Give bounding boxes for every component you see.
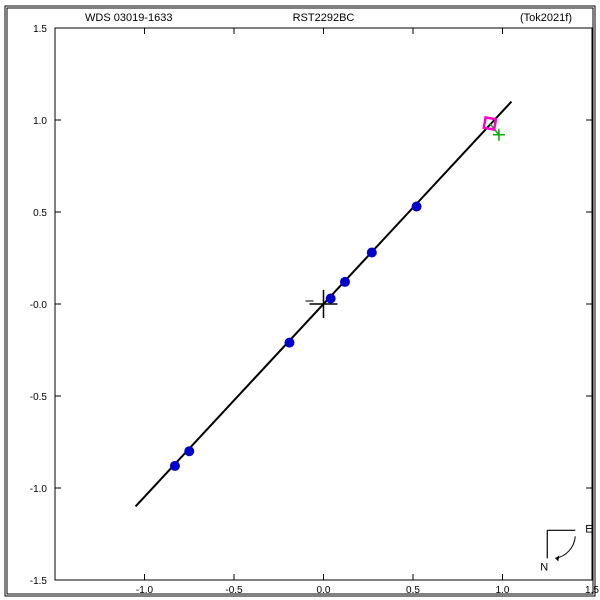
x-tick-label: 1.0 [496, 585, 510, 596]
x-tick-label: 1.5 [585, 585, 599, 596]
compass-e-label: E [585, 523, 592, 535]
y-tick-label: -0.0 [30, 300, 48, 311]
compass-n-label: N [540, 561, 548, 573]
orbit-chart: -1.0 -0.5 0.0 0.5 1.0 1.5 -1.5 -1.0 -0.5 -0.0 0.5 1… [0, 0, 600, 600]
data-point [326, 293, 336, 303]
y-tick-label: -1.5 [30, 576, 48, 587]
x-tick-label: -0.5 [225, 585, 243, 596]
title-right: (Tok2021f) [520, 12, 572, 24]
data-point [367, 247, 377, 257]
x-tick-label: -1.0 [136, 585, 154, 596]
chart-container: -1.0 -0.5 0.0 0.5 1.0 1.5 -1.5 -1.0 -0.5 -0.0 0.5 1… [0, 0, 600, 600]
y-tick-label: -0.5 [30, 392, 48, 403]
y-tick-label: 1.0 [33, 116, 47, 127]
title-left: WDS 03019-1633 [85, 12, 172, 24]
data-point [184, 446, 194, 456]
data-point [340, 277, 350, 287]
data-point [412, 201, 422, 211]
x-tick-label: 0.5 [406, 585, 420, 596]
data-point [284, 338, 294, 348]
title-center: RST2292BC [293, 12, 355, 24]
data-point [170, 461, 180, 471]
y-tick-label: 0.5 [33, 208, 47, 219]
y-tick-label: 1.5 [33, 24, 47, 35]
y-tick-label: -1.0 [30, 484, 48, 495]
x-tick-label: 0.0 [317, 585, 331, 596]
